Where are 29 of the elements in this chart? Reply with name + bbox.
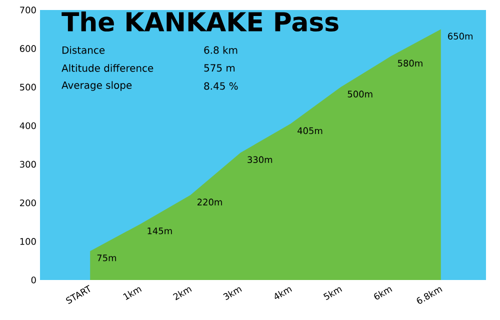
data-label: 145m (148, 228, 172, 234)
data-label: 580m (398, 60, 422, 67)
y-tick-label: 0 (31, 276, 36, 284)
x-tick-label: 2km (172, 287, 192, 300)
y-tick-label: 700 (20, 6, 36, 14)
annotation: 575 m (204, 64, 235, 72)
y-tick-label: 400 (20, 122, 36, 130)
y-tick-label: 300 (20, 160, 36, 168)
annotation: Distance (62, 46, 105, 54)
data-label: 220m (198, 198, 222, 206)
annotation: Altitude difference (62, 64, 154, 72)
data-label: 405m (298, 127, 322, 134)
data-label: 650m (448, 32, 472, 40)
x-tick-label: 3km (223, 287, 242, 300)
x-tick-label: 4km (274, 287, 292, 299)
y-tick-label: 500 (20, 84, 36, 91)
y-tick-label: 100 (20, 238, 36, 245)
annotation: Average slope (62, 81, 132, 91)
annotation: 8.45 % (204, 82, 238, 90)
x-tick-label: 6km (374, 287, 392, 300)
y-tick-label: 200 (20, 199, 36, 206)
data-label: 75m (97, 254, 116, 262)
y-tick-label: 600 (20, 45, 36, 52)
data-label: 330m (248, 156, 272, 164)
annotation: 6.8 km (204, 46, 238, 54)
x-tick-label: 1km (123, 287, 142, 300)
chart-title: The KANKAKE Pass (62, 12, 338, 32)
data-label: 500m (348, 90, 372, 98)
x-tick-label: 5km (323, 287, 342, 300)
